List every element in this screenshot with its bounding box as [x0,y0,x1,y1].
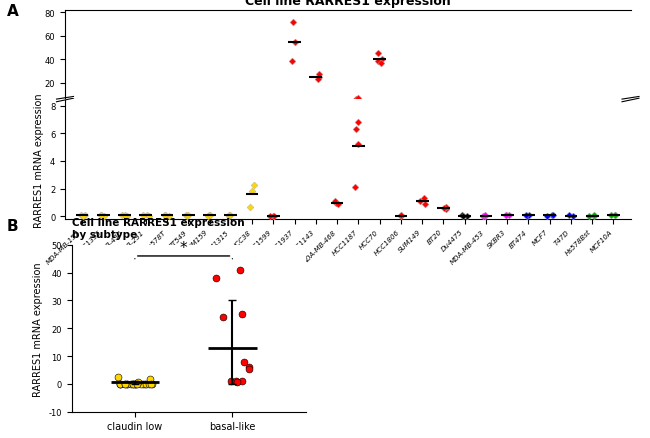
Text: B: B [6,219,18,234]
Title: Cell line RARRES1 expression: Cell line RARRES1 expression [245,0,450,8]
Text: A: A [6,4,18,19]
X-axis label: cell lines: cell lines [167,437,210,438]
Y-axis label: RARRES1 mRNA expression: RARRES1 mRNA expression [32,261,43,396]
Text: Cell line RARRES1 expression
by subtype: Cell line RARRES1 expression by subtype [72,217,244,239]
Text: *: * [180,240,187,255]
Y-axis label: RARRES1 mRNA expression: RARRES1 mRNA expression [34,93,44,227]
